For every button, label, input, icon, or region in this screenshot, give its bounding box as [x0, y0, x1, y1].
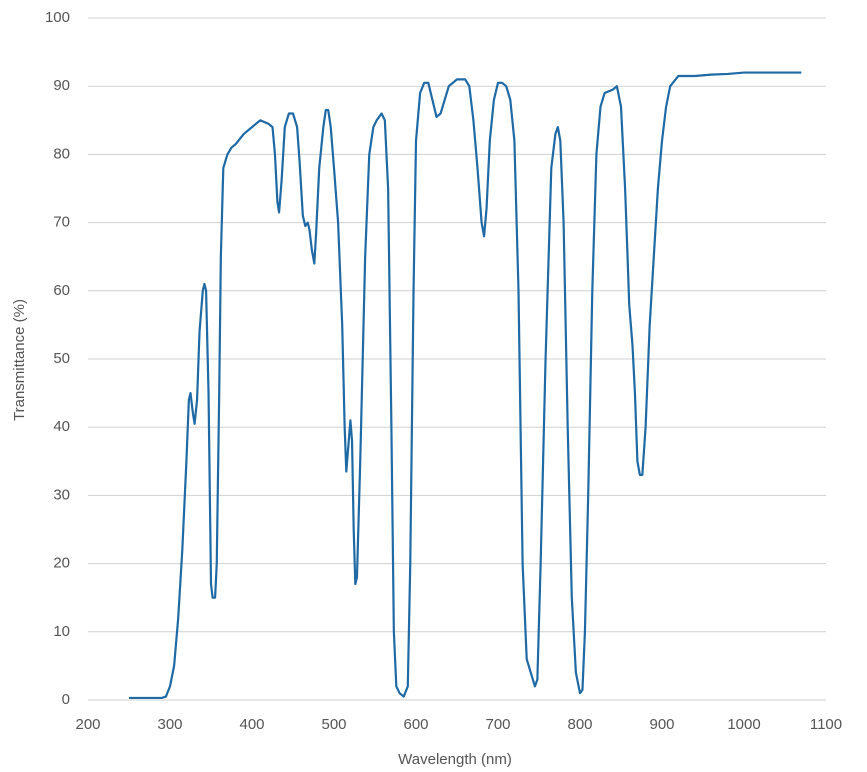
x-tick-label: 800: [567, 716, 592, 733]
x-tick-label: 300: [157, 716, 182, 733]
y-tick-label: 30: [53, 486, 70, 503]
x-tick-label: 600: [403, 716, 428, 733]
y-tick-label: 10: [53, 623, 70, 640]
y-tick-label: 80: [53, 145, 70, 162]
y-axis-label: Transmittance (%): [11, 299, 28, 421]
y-tick-label: 40: [53, 418, 70, 435]
y-tick-label: 60: [53, 282, 70, 299]
x-tick-label: 500: [321, 716, 346, 733]
x-tick-label: 900: [649, 716, 674, 733]
y-tick-label: 90: [53, 77, 70, 94]
y-tick-label: 0: [62, 691, 70, 708]
x-axis-label: Wavelength (nm): [398, 751, 512, 768]
x-tick-label: 1000: [727, 716, 760, 733]
x-tick-label: 200: [75, 716, 100, 733]
x-tick-label: 400: [239, 716, 264, 733]
x-tick-label: 1100: [810, 716, 842, 733]
y-tick-label: 70: [53, 214, 70, 231]
x-tick-label: 700: [485, 716, 510, 733]
data-line: [129, 71, 802, 700]
y-tick-label: 100: [45, 9, 70, 26]
y-tick-label: 20: [53, 555, 70, 572]
y-tick-label: 50: [53, 350, 70, 367]
